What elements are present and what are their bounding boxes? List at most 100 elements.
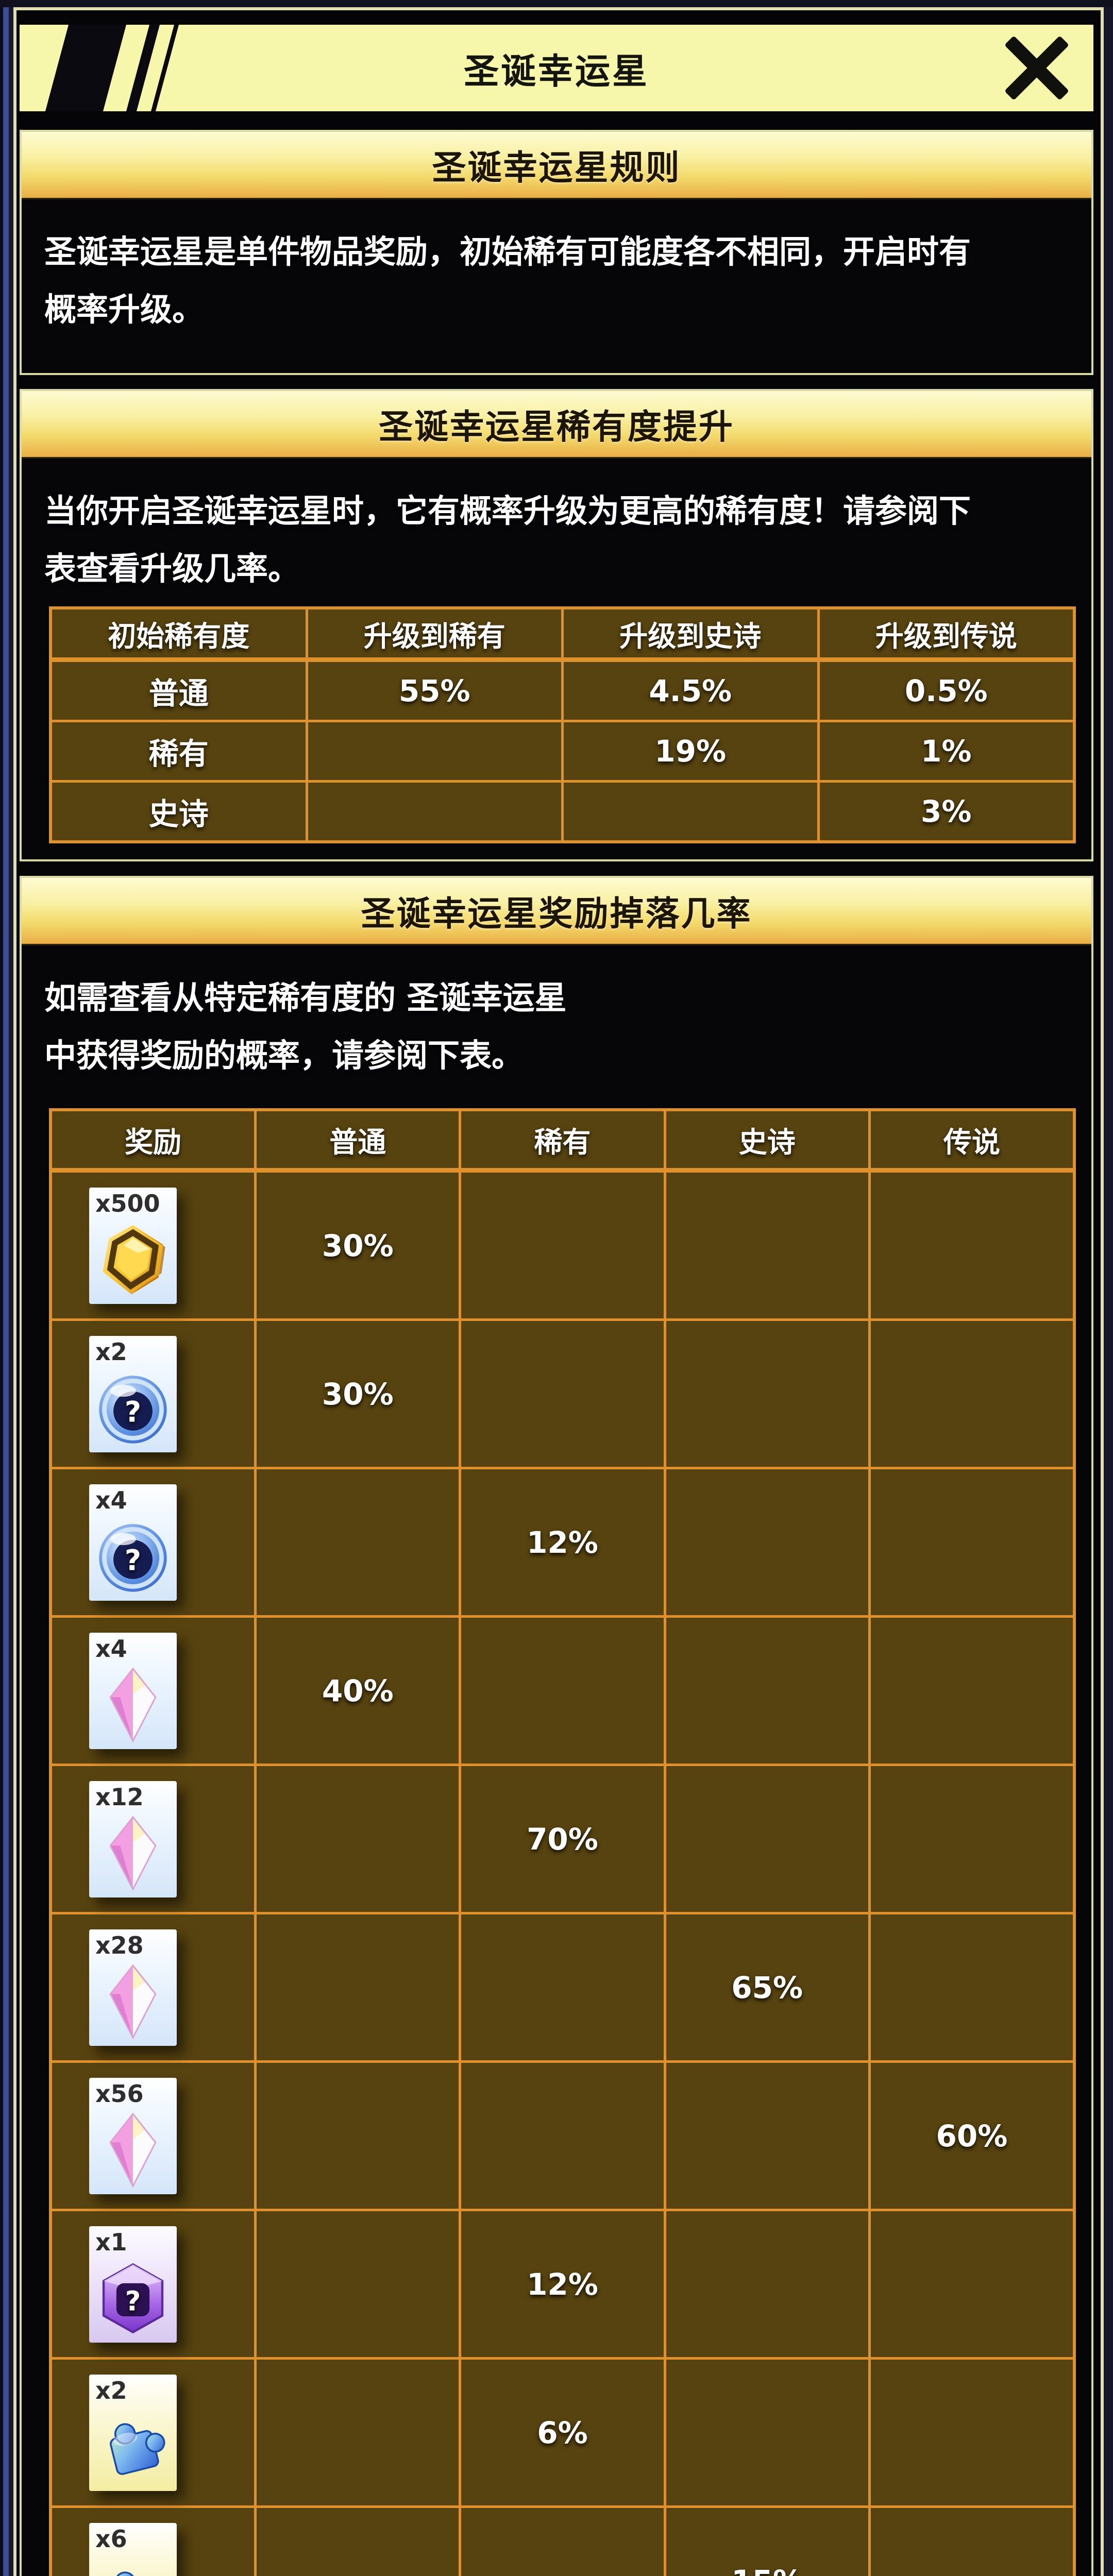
dialog-title: 圣诞幸运星 <box>463 51 649 92</box>
section-drops-body: 如需查看从特定稀有度的 圣诞幸运星 中获得奖励的概率，请参阅下表。 <box>22 945 1091 1084</box>
section-upgrade-header: 圣诞幸运星稀有度提升 <box>22 391 1091 459</box>
reward-qty: x2 <box>95 1337 127 1366</box>
pink-crystal-icon <box>89 1957 177 2046</box>
table-header-cell: 普通 <box>257 1111 459 1170</box>
section-upgrade-panel: 圣诞幸运星稀有度提升 当你开启圣诞幸运星时，它有概率升级为更高的稀有度！请参阅下… <box>20 389 1093 861</box>
probability-cell <box>257 2063 459 2209</box>
table-header-cell: 稀有 <box>461 1111 664 1170</box>
probability-cell <box>461 1173 664 1318</box>
screen-edge-right <box>1104 0 1113 2576</box>
probability-cell: 15% <box>666 2508 868 2576</box>
probability-cell <box>870 2211 1073 2357</box>
reward-card: x28 <box>89 1929 177 2046</box>
reward-cell: x56 <box>52 2063 255 2209</box>
reward-qty: x12 <box>95 1783 144 1811</box>
probability-cell <box>666 1321 868 1467</box>
reward-card: x4 <box>89 1632 177 1749</box>
reward-cell: x6 <box>52 2508 255 2576</box>
probability-cell <box>257 2360 459 2505</box>
reward-card: x4 ? <box>89 1484 177 1601</box>
probability-cell: 12% <box>461 1469 664 1615</box>
probability-cell: 60% <box>870 2063 1073 2209</box>
section-upgrade-body: 当你开启圣诞幸运星时，它有概率升级为更高的稀有度！请参阅下 表查看升级几率。 <box>22 459 1091 598</box>
probability-cell <box>870 2508 1073 2576</box>
svg-text:?: ? <box>125 1396 141 1429</box>
probability-cell: 55% <box>308 662 561 720</box>
puzzle-piece-icon <box>89 2402 177 2491</box>
reward-card: x1 ? <box>89 2226 177 2343</box>
probability-cell: 0.5% <box>819 662 1073 720</box>
probability-cell <box>870 1173 1073 1318</box>
probability-cell <box>666 1173 868 1318</box>
reward-qty: x4 <box>95 1634 127 1663</box>
probability-cell: 70% <box>461 1766 664 1912</box>
probability-cell <box>257 1766 459 1912</box>
body-text-line: 当你开启圣诞幸运星时，它有概率升级为更高的稀有度！请参阅下 <box>44 492 971 530</box>
reward-cell: x2 ? <box>52 1321 255 1467</box>
probability-cell: 4.5% <box>564 662 817 720</box>
probability-cell <box>308 722 561 780</box>
reward-qty: x2 <box>95 2376 127 2404</box>
pink-crystal-icon <box>89 1660 177 1749</box>
reward-card: x12 <box>89 1781 177 1897</box>
probability-cell <box>308 783 561 840</box>
probability-cell <box>257 2211 459 2357</box>
reward-card: x6 <box>89 2522 177 2576</box>
puzzle-piece-icon <box>89 2551 177 2576</box>
reward-qty: x6 <box>95 2524 127 2553</box>
table-header-cell: 史诗 <box>666 1111 868 1170</box>
probability-cell <box>257 2508 459 2576</box>
probability-cell <box>666 2063 868 2209</box>
section-drops-header: 圣诞幸运星奖励掉落几率 <box>22 878 1091 945</box>
close-button[interactable] <box>1004 36 1069 100</box>
table-header-cell: 传说 <box>870 1111 1073 1170</box>
body-text-line: 圣诞幸运星是单件物品奖励，初始稀有可能度各不相同，开启时有 <box>44 233 971 270</box>
probability-cell: 6% <box>461 2360 664 2505</box>
pink-crystal-icon <box>89 2106 177 2194</box>
probability-cell <box>461 1618 664 1764</box>
reward-cell: x500 <box>52 1173 255 1318</box>
section-rules-header: 圣诞幸运星规则 <box>22 132 1091 199</box>
body-text-line: 概率升级。 <box>44 291 205 328</box>
table-header-cell: 升级到史诗 <box>564 609 817 659</box>
probability-cell <box>461 1914 664 2060</box>
probability-cell <box>666 1618 868 1764</box>
title-bar: 圣诞幸运星 <box>20 25 1093 111</box>
body-text-line: 表查看升级几率。 <box>44 550 300 587</box>
probability-cell: 3% <box>819 783 1073 840</box>
reward-card: x56 <box>89 2077 177 2194</box>
table-header-cell: 奖励 <box>52 1111 255 1170</box>
section-rules-body: 圣诞幸运星是单件物品奖励，初始稀有可能度各不相同，开启时有 概率升级。 <box>22 199 1091 338</box>
reward-qty: x4 <box>95 1486 127 1514</box>
rarity-cell: 稀有 <box>52 722 306 780</box>
probability-cell <box>666 2360 868 2505</box>
section-drops-panel: 圣诞幸运星奖励掉落几率 如需查看从特定稀有度的 圣诞幸运星 中获得奖励的概率，请参… <box>20 876 1093 2576</box>
probability-cell <box>461 1321 664 1467</box>
reward-cell: x4 ? <box>52 1469 255 1615</box>
probability-cell: 19% <box>564 722 817 780</box>
probability-cell <box>870 1766 1073 1912</box>
reward-qty: x56 <box>95 2079 144 2108</box>
reward-qty: x28 <box>95 1931 144 1959</box>
reward-cell: x28 <box>52 1914 255 2060</box>
probability-cell: 30% <box>257 1173 459 1318</box>
reward-qty: x1 <box>95 2228 127 2256</box>
probability-cell <box>870 2360 1073 2505</box>
purple-mystery-gem-icon: ? <box>89 2254 177 2343</box>
rarity-cell: 普通 <box>52 662 306 720</box>
body-text-line: 中获得奖励的概率，请参阅下表。 <box>44 1037 524 1074</box>
probability-cell <box>461 2508 664 2576</box>
rarity-cell: 史诗 <box>52 783 306 840</box>
probability-cell <box>461 2063 664 2209</box>
table-header-cell: 升级到稀有 <box>308 609 561 659</box>
gold-token-icon <box>89 1215 177 1304</box>
screen-edge-top <box>0 0 1113 7</box>
reward-card: x2 <box>89 2374 177 2491</box>
probability-cell: 40% <box>257 1618 459 1764</box>
probability-cell <box>666 2211 868 2357</box>
table-header-cell: 初始稀有度 <box>52 609 306 659</box>
svg-text:?: ? <box>125 1544 141 1577</box>
reward-card: x500 <box>89 1187 177 1304</box>
reward-card: x2 ? <box>89 1335 177 1452</box>
probability-cell <box>257 1914 459 2060</box>
